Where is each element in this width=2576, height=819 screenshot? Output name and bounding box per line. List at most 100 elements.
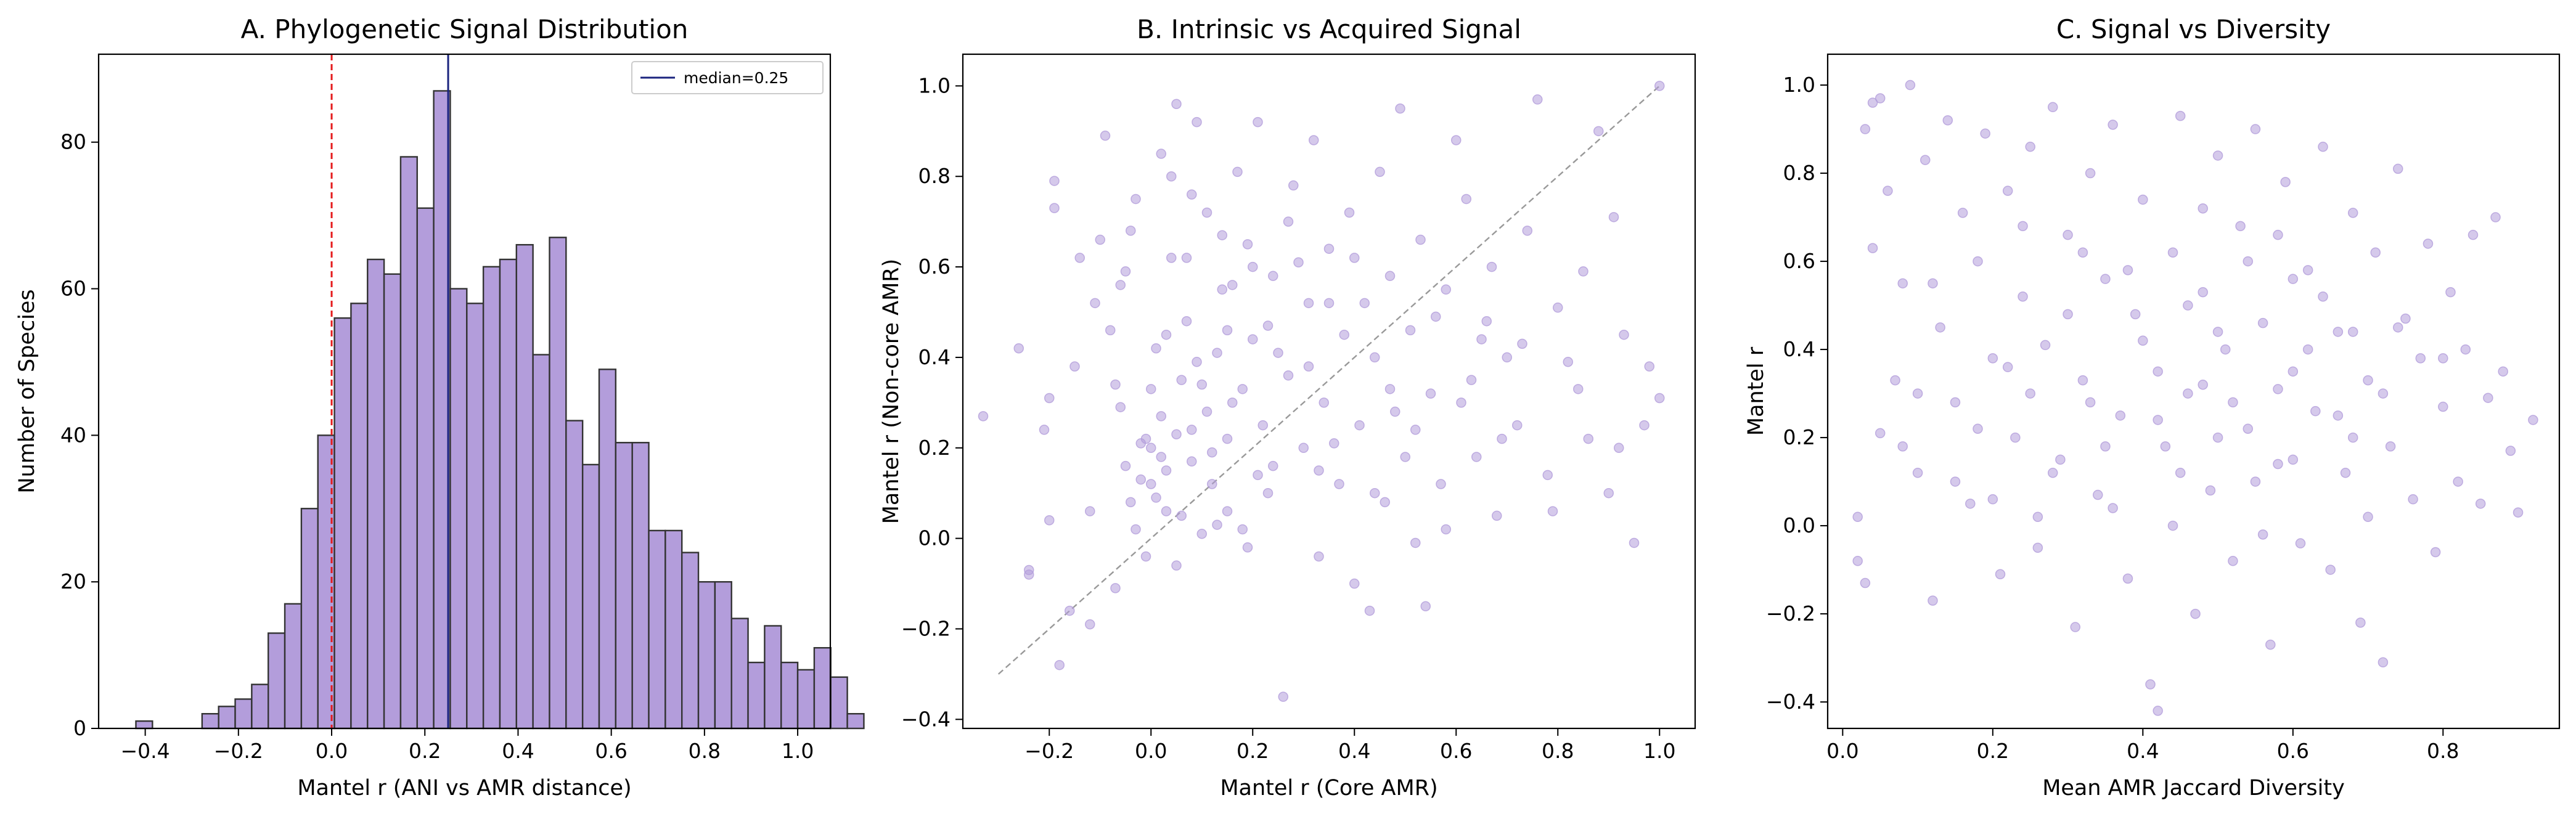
scatter-point <box>2228 397 2238 408</box>
y-tick-label: 40 <box>60 423 86 447</box>
scatter-point <box>1349 578 1360 589</box>
scatter-point <box>1583 433 1593 444</box>
scatter-point <box>1654 393 1665 404</box>
scatter-point <box>1593 126 1604 137</box>
scatter-point <box>1415 234 1426 245</box>
scatter-point <box>2063 309 2073 320</box>
scatter-point <box>1329 438 1339 449</box>
scatter-point <box>2138 335 2148 346</box>
scatter-point <box>2040 340 2051 351</box>
scatter-point <box>1212 348 1222 358</box>
histogram-bar <box>218 706 236 730</box>
x-tick-label: −0.2 <box>214 739 263 763</box>
scatter-point <box>2325 564 2336 575</box>
scatter-point <box>1502 352 1512 363</box>
scatter-point <box>1283 370 1294 381</box>
scatter-point <box>1354 420 1365 431</box>
scatter-point <box>1928 278 1938 289</box>
scatter-point <box>1049 176 1060 186</box>
histogram-bar <box>813 646 832 730</box>
x-axis-label: Mean AMR Jaccard Diversity <box>2042 776 2345 801</box>
scatter-points <box>1852 79 2538 716</box>
x-tick-label: 0.0 <box>1135 739 1167 763</box>
y-tick-label: 0.4 <box>1783 337 1815 361</box>
scatter-point <box>1115 402 1126 412</box>
scatter-point <box>1253 470 1263 481</box>
scatter-point <box>2198 287 2208 298</box>
chart-title: B. Intrinsic vs Acquired Signal <box>1137 14 1521 44</box>
y-axis-label: Mantel r <box>1744 346 1768 436</box>
scatter-point <box>1013 343 1024 354</box>
scatter-point <box>1935 322 1945 333</box>
scatter-point <box>2198 203 2208 214</box>
scatter-point <box>1867 243 1878 253</box>
scatter-point <box>1912 468 1923 478</box>
scatter-point <box>2408 494 2418 505</box>
scatter-point <box>1380 497 1390 508</box>
scatter-point <box>1156 452 1166 462</box>
panel-c-scatter: 0.0 0.2 0.4 0.6 0.8 −0.4 −0.2 0.0 0.2 0.4 0.6 0.8 1… <box>1744 14 2561 801</box>
scatter-point <box>1603 487 1614 499</box>
scatter-point <box>1323 298 1335 309</box>
scatter-point <box>1151 492 1161 503</box>
scatter-point <box>1156 149 1166 159</box>
scatter-point <box>1512 420 1523 431</box>
scatter-point <box>1425 388 1436 399</box>
histogram-bar <box>482 266 501 730</box>
scatter-point <box>2513 507 2524 518</box>
y-tick-label: 1.0 <box>918 73 951 97</box>
scatter-point <box>2490 212 2501 222</box>
y-tick-label: 80 <box>60 130 86 154</box>
scatter-point <box>1135 438 1146 449</box>
y-axis-label: Mantel r (Non-core AMR) <box>879 259 904 524</box>
x-axis-label: Mantel r (Core AMR) <box>1220 776 1437 801</box>
scatter-point <box>2153 415 2163 425</box>
scatter-point <box>2047 468 2058 478</box>
scatter-point <box>1629 537 1640 548</box>
scatter-point <box>1201 406 1212 417</box>
scatter-point <box>1161 329 1172 340</box>
scatter-point <box>1384 384 1396 394</box>
scatter-point <box>1980 128 1990 139</box>
x-tick-label: 0.6 <box>1440 739 1472 763</box>
scatter-point <box>1497 433 1507 444</box>
histogram-bar <box>830 676 848 730</box>
scatter-point <box>1867 97 1878 108</box>
scatter-point <box>1852 511 1863 523</box>
y-tick-label: 0.2 <box>1783 425 1815 449</box>
scatter-point <box>2528 415 2538 425</box>
x-axis-label: Mantel r (ANI vs AMR distance) <box>297 776 631 801</box>
scatter-point <box>2138 194 2148 205</box>
scatter-point <box>1370 352 1380 363</box>
scatter-point <box>2002 362 2013 372</box>
x-tick-label: 0.0 <box>316 739 348 763</box>
histogram-bar <box>846 713 865 730</box>
scatter-point <box>2370 247 2381 258</box>
scatter-point <box>2347 432 2358 443</box>
y-axis-ticks: −0.4 −0.2 0.0 0.2 0.4 0.6 0.8 1.0 <box>901 73 963 731</box>
y-axis-ticks: 0 20 40 60 80 <box>60 130 99 740</box>
scatter-point <box>2347 327 2358 337</box>
scatter-point <box>1253 116 1263 128</box>
scatter-point <box>2212 432 2223 443</box>
panel-b-scatter: −0.2 0.0 0.2 0.4 0.6 0.8 1.0 −0.4 −0.2 0.0 0.2 0.4… <box>879 14 1696 801</box>
scatter-point <box>1314 551 1324 562</box>
scatter-point <box>2063 229 2073 240</box>
chart-title: A. Phylogenetic Signal Distribution <box>241 14 689 44</box>
scatter-point <box>2085 168 2096 179</box>
histogram-bar <box>681 552 700 730</box>
scatter-point <box>2400 313 2411 324</box>
scatter-point <box>1395 103 1405 114</box>
histogram-bar <box>764 625 782 730</box>
scatter-point <box>2070 622 2081 632</box>
scatter-point <box>1196 379 1207 390</box>
scatter-point <box>1288 180 1299 191</box>
scatter-point <box>2250 476 2261 487</box>
scatter-point <box>1476 334 1487 344</box>
scatter-point <box>2153 366 2163 377</box>
scatter-point <box>1436 479 1446 489</box>
scatter-point <box>1227 280 1238 290</box>
scatter-point <box>2198 380 2208 390</box>
scatter-point <box>1410 425 1421 435</box>
x-tick-label: 0.8 <box>689 739 721 763</box>
